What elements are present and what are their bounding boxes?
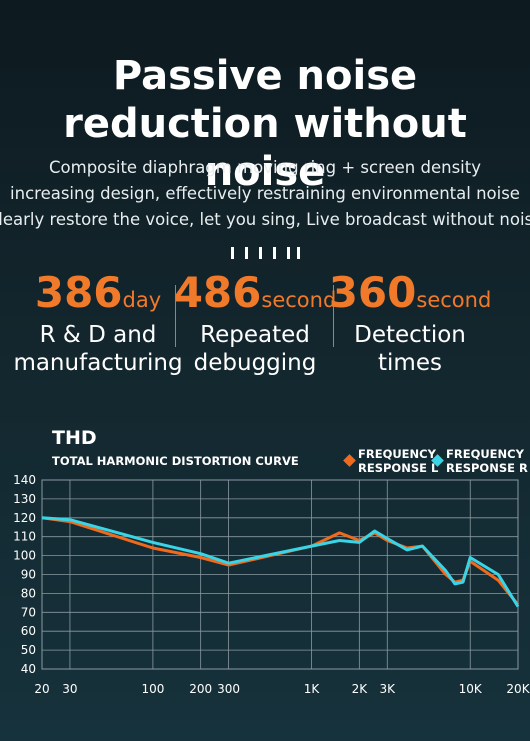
stat-figure: 386day <box>13 268 183 317</box>
stat-unit: second <box>416 288 492 312</box>
stat-value: 486 <box>173 268 262 317</box>
stat: 386day R & D and manufacturing <box>13 268 183 377</box>
decoration <box>259 247 262 259</box>
description: Clearly restore the voice, let you sing,… <box>0 207 530 233</box>
y-tick-label: 140 <box>13 473 36 487</box>
stat-label: Repeated debugging <box>193 322 317 376</box>
x-tick-label: 20K <box>506 682 530 696</box>
stat-figure: 486second <box>170 268 340 317</box>
y-tick-label: 50 <box>21 643 36 657</box>
separator <box>175 285 176 347</box>
stat-label: Detection times <box>354 322 466 376</box>
legend-label: FREQUENCY RESPONSE R <box>446 447 528 475</box>
x-tick-label: 10K <box>459 682 483 696</box>
x-tick-label: 1K <box>304 682 321 696</box>
decoration <box>231 247 234 259</box>
separator <box>333 285 334 347</box>
x-tick-label: 2K <box>352 682 369 696</box>
y-tick-label: 110 <box>13 530 36 544</box>
y-tick-label: 40 <box>21 662 36 676</box>
description: Composite diaphragm moving ring + screen… <box>10 158 520 203</box>
decoration <box>287 247 290 259</box>
y-tick-label: 60 <box>21 624 36 638</box>
y-tick-label: 80 <box>21 586 36 600</box>
stat-value: 360 <box>328 268 417 317</box>
x-tick-label: 200 <box>189 682 212 696</box>
stat-figure: 360second <box>325 268 495 317</box>
y-tick-label: 100 <box>13 549 36 563</box>
x-tick-label: 100 <box>141 682 164 696</box>
y-tick-label: 90 <box>21 568 36 582</box>
y-tick-label: 120 <box>13 511 36 525</box>
decoration <box>273 247 276 259</box>
chart: THD TOTAL HARMONIC DISTORTION CURVE 40 50… <box>13 427 530 696</box>
y-tick-label: 70 <box>21 605 36 619</box>
x-tick-label: 30 <box>62 682 77 696</box>
x-tick-label: 300 <box>217 682 240 696</box>
decoration <box>245 247 248 259</box>
x-tick-label: 20 <box>34 682 49 696</box>
headline: Passive noise reduction without noise <box>63 53 467 195</box>
stat: 360second Detection times <box>325 268 495 377</box>
stat-unit: second <box>261 288 337 312</box>
stat-value: 386 <box>34 268 123 317</box>
decoration <box>297 247 300 259</box>
series-line <box>41 516 520 608</box>
x-tick-label: 3K <box>380 682 397 696</box>
stat-unit: day <box>122 288 162 312</box>
stat-label: R & D and manufacturing <box>13 322 183 376</box>
stat: 486second Repeated debugging <box>170 268 340 377</box>
y-tick-label: 130 <box>13 492 36 506</box>
description-text: Clearly restore the voice, let you sing,… <box>0 210 530 229</box>
chart-title: THD <box>52 427 97 449</box>
chart-subtitle: TOTAL HARMONIC DISTORTION CURVE <box>52 454 299 468</box>
legend-label: FREQUENCY RESPONSE L <box>358 447 439 475</box>
